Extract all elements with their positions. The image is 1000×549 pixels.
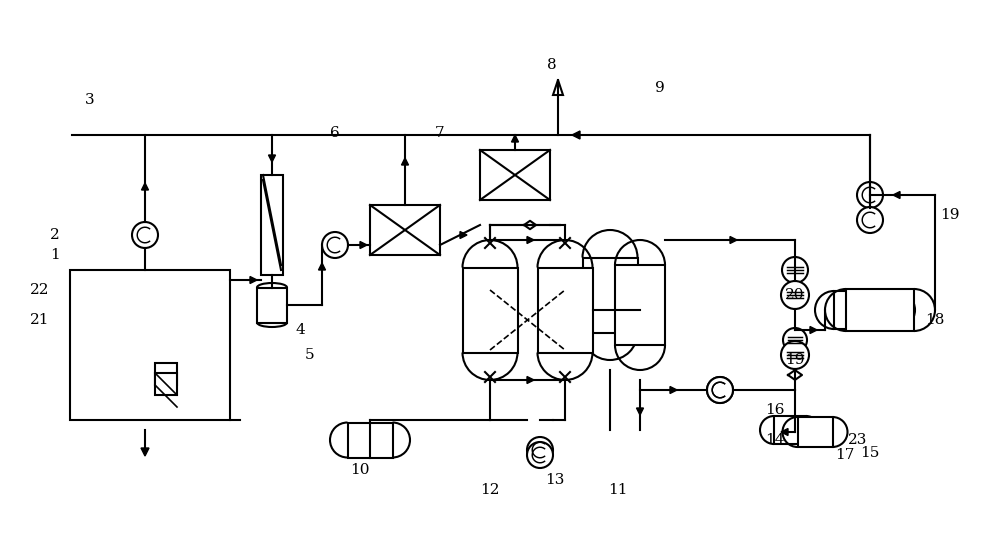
- Circle shape: [132, 222, 158, 248]
- Text: 4: 4: [295, 323, 305, 337]
- Polygon shape: [893, 192, 900, 199]
- Text: 18: 18: [925, 313, 945, 327]
- Circle shape: [527, 437, 553, 463]
- Bar: [370, 205, 440, 255]
- Polygon shape: [360, 242, 367, 249]
- Text: 2: 2: [50, 228, 60, 242]
- Polygon shape: [250, 277, 257, 283]
- Polygon shape: [268, 155, 276, 162]
- Circle shape: [782, 257, 808, 283]
- Text: 21: 21: [30, 313, 50, 327]
- Text: 1: 1: [50, 248, 60, 262]
- Text: 6: 6: [330, 126, 340, 140]
- Circle shape: [857, 207, 883, 233]
- Circle shape: [781, 281, 809, 309]
- Bar: [774, 416, 806, 444]
- Text: 3: 3: [85, 93, 95, 107]
- Polygon shape: [512, 135, 518, 142]
- Polygon shape: [553, 80, 563, 95]
- Text: 5: 5: [305, 348, 315, 362]
- Text: 14: 14: [765, 433, 785, 447]
- Text: 15: 15: [860, 446, 880, 460]
- Text: 19: 19: [940, 208, 960, 222]
- Text: 12: 12: [480, 483, 500, 497]
- Circle shape: [781, 341, 809, 369]
- Bar: [538, 267, 592, 352]
- Circle shape: [527, 442, 553, 468]
- Bar: [261, 175, 283, 275]
- Bar: [834, 291, 896, 329]
- Polygon shape: [781, 429, 788, 435]
- Text: 16: 16: [765, 403, 785, 417]
- Bar: [615, 265, 665, 345]
- Circle shape: [322, 232, 348, 258]
- Text: 19: 19: [785, 353, 805, 367]
- Polygon shape: [572, 131, 580, 139]
- Bar: [70, 270, 230, 420]
- Text: 11: 11: [608, 483, 628, 497]
- Text: 13: 13: [545, 473, 565, 487]
- Text: 20: 20: [785, 288, 805, 302]
- Text: 10: 10: [350, 463, 370, 477]
- Circle shape: [707, 377, 733, 403]
- Bar: [480, 150, 550, 200]
- Bar: [582, 257, 638, 333]
- Polygon shape: [670, 386, 677, 394]
- Circle shape: [707, 377, 733, 403]
- Bar: [155, 373, 177, 395]
- Text: 17: 17: [835, 448, 855, 462]
- Circle shape: [783, 328, 807, 352]
- Text: 8: 8: [547, 58, 557, 72]
- Bar: [155, 363, 177, 385]
- Text: 23: 23: [848, 433, 868, 447]
- Polygon shape: [527, 237, 534, 244]
- Polygon shape: [730, 237, 737, 244]
- Polygon shape: [616, 306, 623, 313]
- Bar: [798, 417, 832, 447]
- Bar: [846, 289, 914, 331]
- Polygon shape: [810, 327, 817, 333]
- Bar: [257, 288, 287, 322]
- Polygon shape: [142, 183, 148, 190]
- Circle shape: [857, 182, 883, 208]
- Bar: [348, 423, 392, 457]
- Polygon shape: [318, 263, 326, 270]
- Polygon shape: [141, 448, 149, 456]
- Text: 7: 7: [435, 126, 445, 140]
- Text: 22: 22: [30, 283, 50, 297]
- Polygon shape: [637, 408, 644, 415]
- Text: 9: 9: [655, 81, 665, 95]
- Bar: [462, 267, 518, 352]
- Polygon shape: [527, 377, 534, 384]
- Polygon shape: [402, 158, 409, 165]
- Polygon shape: [460, 232, 467, 238]
